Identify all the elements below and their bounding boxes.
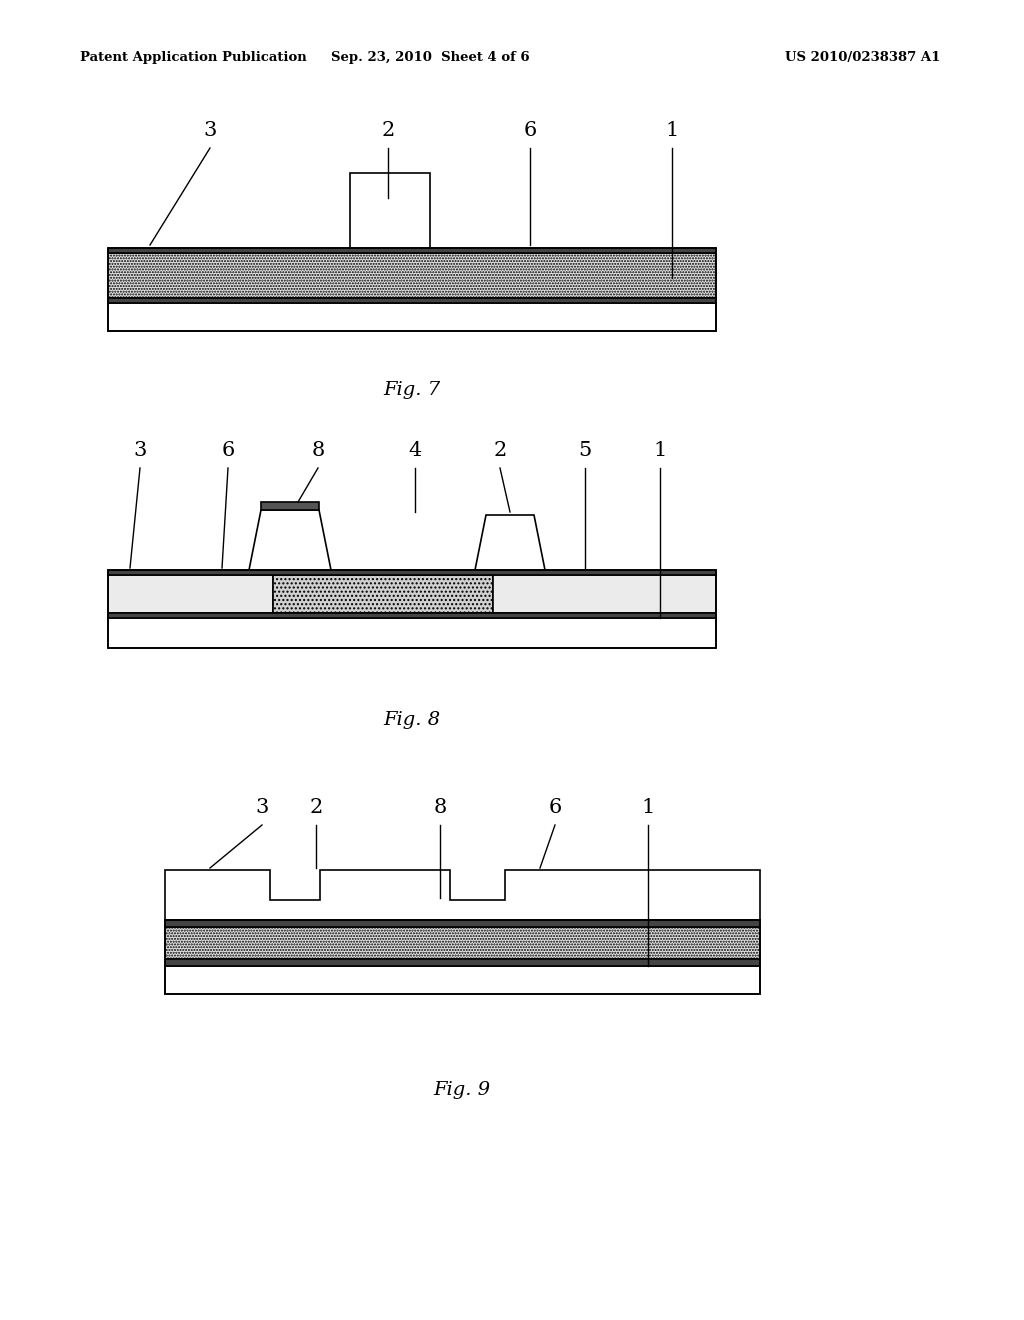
Text: Fig. 9: Fig. 9	[433, 1081, 490, 1100]
Text: 8: 8	[433, 799, 446, 817]
Bar	[108, 248, 716, 253]
Bar	[108, 298, 716, 304]
Bar	[165, 920, 760, 994]
Text: 3: 3	[204, 121, 217, 140]
Bar	[493, 576, 716, 612]
Bar	[108, 570, 716, 648]
Text: 3: 3	[255, 799, 268, 817]
Text: 3: 3	[133, 441, 146, 459]
Text: 1: 1	[653, 441, 667, 459]
Bar	[108, 253, 716, 298]
Bar	[108, 304, 716, 331]
Text: 2: 2	[494, 441, 507, 459]
Polygon shape	[165, 870, 760, 920]
Bar	[165, 966, 760, 994]
Text: 6: 6	[549, 799, 561, 817]
Text: 6: 6	[523, 121, 537, 140]
Bar	[350, 173, 430, 248]
Text: US 2010/0238387 A1: US 2010/0238387 A1	[784, 51, 940, 65]
Bar	[108, 248, 716, 331]
Bar	[108, 612, 716, 618]
Text: 6: 6	[221, 441, 234, 459]
Text: 8: 8	[311, 441, 325, 459]
Bar	[165, 927, 760, 960]
Text: Sep. 23, 2010  Sheet 4 of 6: Sep. 23, 2010 Sheet 4 of 6	[331, 51, 529, 65]
Bar	[165, 960, 760, 966]
Bar	[108, 570, 716, 576]
Bar	[108, 618, 716, 648]
Text: 1: 1	[666, 121, 679, 140]
Bar	[108, 576, 273, 612]
Text: 2: 2	[381, 121, 394, 140]
Text: 4: 4	[409, 441, 422, 459]
Text: 1: 1	[641, 799, 654, 817]
Bar	[261, 502, 319, 510]
Text: Patent Application Publication: Patent Application Publication	[80, 51, 307, 65]
Text: 2: 2	[309, 799, 323, 817]
Polygon shape	[249, 510, 331, 570]
Text: Fig. 7: Fig. 7	[383, 381, 440, 399]
Bar	[165, 920, 760, 927]
Text: 5: 5	[579, 441, 592, 459]
Text: Fig. 8: Fig. 8	[383, 711, 440, 729]
Polygon shape	[475, 515, 545, 570]
Bar	[273, 576, 493, 612]
